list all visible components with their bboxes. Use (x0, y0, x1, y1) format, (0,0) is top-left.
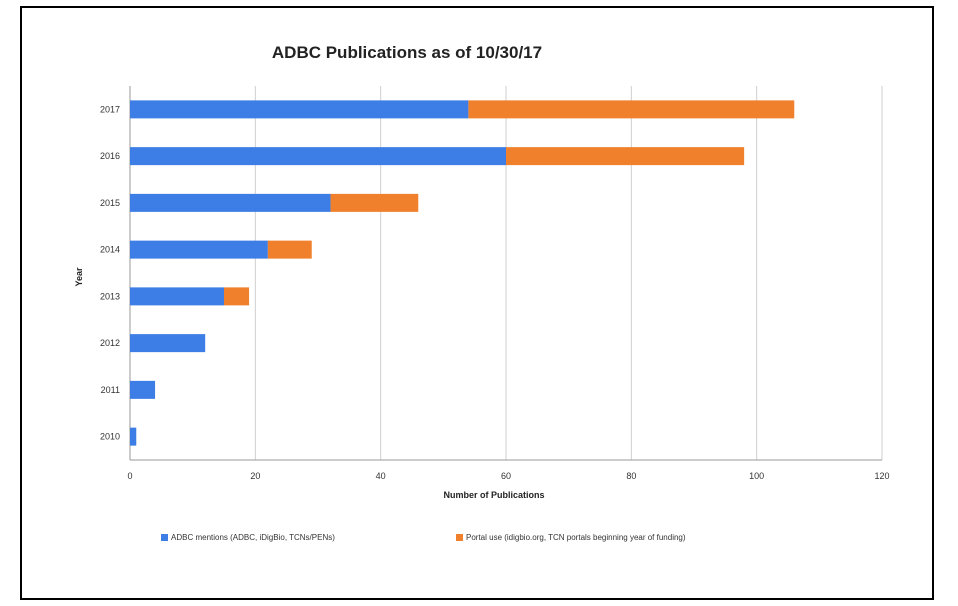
legend-swatch (456, 534, 463, 541)
bar-segment-series-1 (130, 380, 156, 399)
y-tick-label: 2015 (100, 198, 120, 208)
legend: ADBC mentions (ADBC, iDigBio, TCNs/PENs)… (161, 533, 686, 542)
legend-label: Portal use (idigbio.org, TCN portals beg… (466, 533, 686, 542)
y-tick-label: 2011 (101, 385, 120, 395)
x-tick-label: 0 (127, 471, 132, 481)
legend-swatch (161, 534, 168, 541)
x-tick-label: 20 (250, 471, 260, 481)
bar-segment-series-1 (130, 334, 206, 353)
bar-segment-series-2 (468, 100, 795, 119)
y-tick-label: 2013 (100, 291, 120, 301)
y-tick-label: 2016 (100, 151, 120, 161)
x-tick-label: 100 (749, 471, 764, 481)
bar-segment-series-2 (506, 147, 745, 166)
chart-svg: ADBC Publications as of 10/30/17 Year Nu… (74, 43, 890, 542)
y-tick-label: 2017 (100, 104, 120, 114)
bar-segment-series-2 (267, 240, 312, 259)
x-tick-labels: 0 20 40 60 80 100 120 (127, 471, 889, 481)
y-tick-label: 2012 (100, 338, 120, 348)
bar-segment-series-2 (330, 193, 419, 212)
legend-label: ADBC mentions (ADBC, iDigBio, TCNs/PENs) (171, 533, 335, 542)
bar-segment-series-2 (224, 287, 250, 306)
x-tick-label: 40 (376, 471, 386, 481)
y-tick-labels: 2017 2016 2015 2014 2013 2012 2011 2010 (100, 104, 120, 441)
x-tick-label: 120 (874, 471, 889, 481)
gridlines (129, 86, 883, 461)
bar-segment-series-1 (130, 100, 469, 119)
x-tick-label: 60 (501, 471, 511, 481)
bar-segment-series-1 (130, 147, 506, 166)
bar-segment-series-1 (130, 240, 268, 259)
bar-segment-series-1 (130, 193, 331, 212)
x-tick-label: 80 (626, 471, 636, 481)
bar-segment-series-1 (130, 287, 224, 306)
y-axis-label: Year (74, 267, 84, 287)
chart-frame: ADBC Publications as of 10/30/17 Year Nu… (20, 6, 934, 600)
bar-segment-series-1 (130, 427, 137, 446)
y-tick-label: 2014 (100, 245, 120, 255)
bars (130, 100, 795, 446)
chart-title: ADBC Publications as of 10/30/17 (272, 43, 542, 62)
x-axis-label: Number of Publications (443, 490, 544, 500)
y-tick-label: 2010 (100, 432, 120, 442)
